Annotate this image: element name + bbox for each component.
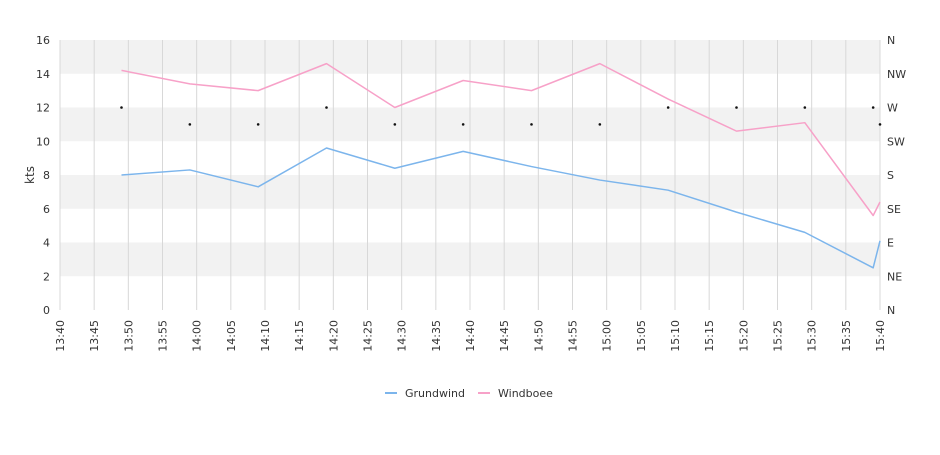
y-axis-label: kts [23,166,37,184]
y-tick-label: 4 [43,237,50,250]
y-tick-label: 12 [36,102,50,115]
direction-marker [120,106,123,109]
y2-tick-label: S [887,169,894,182]
x-tick-label: 15:30 [806,320,819,352]
direction-marker [393,123,397,126]
direction-marker [461,123,465,126]
series-lines [121,62,881,269]
direction-marker [598,123,602,126]
x-tick-label: 13:40 [54,320,67,352]
x-tick-label: 14:20 [327,320,340,352]
direction-marker [188,123,192,126]
y-tick-label: 8 [43,169,50,182]
legend[interactable]: Grundwind Windboee [385,387,553,400]
x-tick-label: 15:25 [772,320,785,352]
direction-marker [325,106,328,109]
y-tick-label: 14 [36,68,50,81]
y-tick-label: 10 [36,135,50,148]
direction-marker [666,106,670,109]
direction-marker [256,123,260,126]
y2-tick-label: NE [887,270,902,283]
legend-item-windboee[interactable]: Windboee [498,387,553,400]
direction-marker [871,106,875,109]
y2-tick-label: N [887,304,895,317]
y-tick-label: 2 [43,270,50,283]
x-tick-label: 13:50 [122,320,135,352]
x-tick-label: 15:05 [635,320,648,352]
y2-tick-label: SE [887,203,901,216]
x-tick-label: 13:45 [88,320,101,352]
y2-axis-ticks: N NE E SE S SW W NW N [887,34,906,317]
direction-marker [530,123,533,126]
x-tick-label: 14:05 [225,320,238,352]
x-tick-label: 14:45 [498,320,511,352]
series-line-grundwind [121,147,881,269]
x-tick-label: 14:35 [430,320,443,352]
x-tick-label: 15:35 [840,320,853,352]
x-tick-label: 15:00 [601,320,614,352]
direction-marker [878,123,882,126]
x-tick-label: 15:10 [669,320,682,352]
y2-tick-label: SW [887,135,905,148]
x-axis-ticks: 13:40 13:45 13:50 13:55 14:00 14:05 14:10 14:15… [54,320,887,352]
vertical-grid [59,40,881,310]
x-tick-label: 15:15 [703,320,716,352]
y-axis-ticks: 0 2 4 6 8 10 12 14 16 [36,34,50,317]
series-line-windboee [121,62,881,217]
x-tick-label: 14:50 [532,320,545,352]
y2-tick-label: NW [887,68,906,81]
x-tick-label: 14:25 [362,320,375,352]
x-tick-label: 14:40 [464,320,477,352]
y2-tick-label: W [887,102,898,115]
x-tick-label: 14:30 [396,320,409,352]
x-tick-label: 14:10 [259,320,272,352]
x-tick-label: 13:55 [157,320,170,352]
direction-markers [120,106,882,126]
y2-tick-label: N [887,34,895,47]
y2-tick-label: E [887,237,894,250]
x-tick-label: 15:40 [874,320,887,352]
legend-item-grundwind[interactable]: Grundwind [405,387,465,400]
direction-marker [803,106,807,109]
x-tick-label: 14:55 [567,320,580,352]
y-tick-label: 16 [36,34,50,47]
x-tick-label: 14:15 [293,320,306,352]
x-tick-label: 15:20 [737,320,750,352]
x-tick-label: 14:00 [191,320,204,352]
direction-marker [735,106,738,109]
y-tick-label: 0 [43,304,50,317]
y-tick-label: 6 [43,203,50,216]
